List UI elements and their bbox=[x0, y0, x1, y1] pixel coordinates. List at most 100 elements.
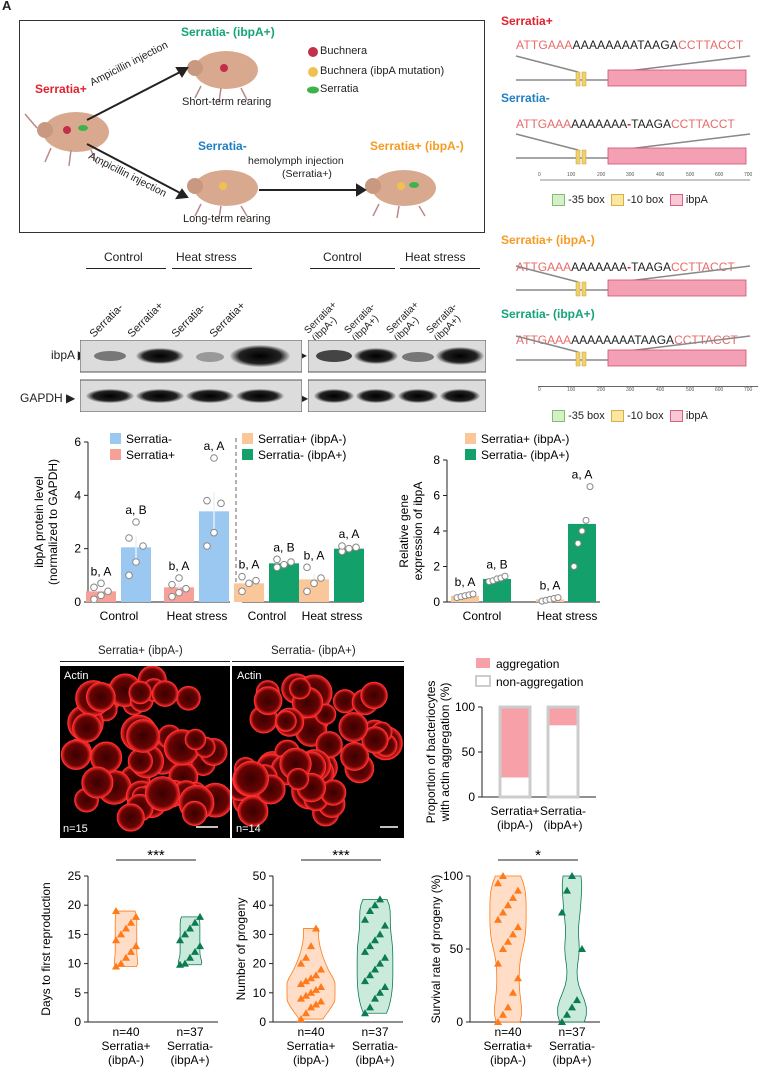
data-point bbox=[312, 1000, 320, 1008]
y-tick-label: 40 bbox=[253, 898, 267, 912]
x-tick-label: Serratia-(ibpA+) bbox=[167, 1039, 213, 1067]
data-point bbox=[499, 908, 507, 916]
x-tick-label: Serratia+ (ibpA-) bbox=[101, 1039, 150, 1067]
data-point bbox=[127, 918, 135, 926]
data-point bbox=[132, 518, 140, 526]
legend-label: Serratia- (ibpA+) bbox=[258, 448, 346, 462]
data-point bbox=[312, 985, 320, 993]
wb-left-blot bbox=[80, 340, 302, 412]
data-point bbox=[181, 959, 189, 967]
data-point bbox=[273, 563, 281, 572]
y-axis-title-line: Survival rate of progeny (%) bbox=[429, 875, 443, 1024]
legend-label: Serratia+ bbox=[126, 448, 175, 462]
x-tick-label: Serratia+ (ibpA-) bbox=[483, 1039, 532, 1067]
data-point bbox=[122, 924, 130, 932]
data-point bbox=[366, 907, 374, 915]
data-point bbox=[175, 574, 183, 582]
data-point bbox=[90, 595, 98, 604]
wb-right-group2: Heat stress bbox=[405, 250, 466, 264]
bacteriocyte bbox=[286, 767, 310, 791]
label-serratia-minus-ibpa-plus: Serratia- (ibpA+) bbox=[181, 25, 275, 39]
seq-legend-1: -35 box -10 box ibpA bbox=[552, 194, 708, 207]
bacteriocyte bbox=[85, 682, 116, 712]
data-point bbox=[302, 1009, 310, 1017]
data-point bbox=[376, 959, 384, 967]
data-point bbox=[371, 901, 379, 909]
legend-swatch bbox=[242, 449, 253, 460]
data-point bbox=[376, 895, 384, 903]
y-tick-label: 5 bbox=[74, 986, 81, 1000]
ibpa-box-2 bbox=[607, 147, 747, 165]
data-point bbox=[175, 588, 183, 597]
legend-buchnera-mutation: Buchnera (ibpA mutation) bbox=[320, 65, 445, 77]
y-tick-label: 15 bbox=[68, 927, 82, 941]
x-tick-label: Control bbox=[100, 609, 139, 623]
data-point bbox=[245, 579, 253, 588]
bacteriocyte bbox=[253, 686, 283, 716]
seq-block-1-title: Serratia+ bbox=[501, 14, 553, 28]
data-point bbox=[112, 936, 120, 944]
bacteriocyte bbox=[288, 677, 311, 700]
y-tick-label: 4 bbox=[74, 488, 81, 502]
chart-ibpa-expression: 0 2 4 6 8 Relative gene expression of ibpA Cont… bbox=[397, 432, 600, 623]
bacteriocyte bbox=[233, 760, 270, 797]
data-point bbox=[381, 921, 389, 929]
data-point bbox=[574, 539, 582, 547]
y-axis-title: Proportion of bacteriocytes with actin ag… bbox=[424, 681, 452, 824]
significance-label: a, B bbox=[273, 540, 294, 554]
bar bbox=[568, 523, 596, 602]
data-point bbox=[297, 994, 305, 1002]
data-point bbox=[578, 527, 586, 535]
gene-map-1 bbox=[515, 55, 751, 87]
y-tick-label: 8 bbox=[433, 453, 440, 467]
y-tick-label: 0 bbox=[456, 1015, 463, 1029]
legend-label: Serratia+ (ibpA-) bbox=[481, 432, 569, 446]
data-point bbox=[366, 1003, 374, 1011]
data-point bbox=[338, 542, 346, 550]
y-tick-label: 0 bbox=[74, 595, 81, 609]
label-serratia-plus-ibpa-minus: Serratia+ (ibpA-) bbox=[370, 139, 464, 153]
img-left-n: n=15 bbox=[63, 823, 88, 835]
n-label: n=37 bbox=[176, 1025, 203, 1039]
data-point bbox=[469, 590, 477, 598]
data-point bbox=[582, 516, 590, 524]
data-point bbox=[125, 571, 133, 580]
data-point bbox=[494, 879, 502, 887]
n-label: n=40 bbox=[112, 1025, 139, 1039]
schematic-panel bbox=[19, 20, 485, 233]
y-tick-label: 4 bbox=[433, 524, 440, 538]
bacteriocyte bbox=[360, 681, 388, 710]
bar bbox=[334, 548, 364, 602]
significance-stars: *** bbox=[332, 848, 350, 864]
data-point bbox=[132, 558, 140, 566]
data-point bbox=[376, 930, 384, 938]
data-point bbox=[554, 594, 562, 602]
n-label: n=37 bbox=[361, 1025, 388, 1039]
violin-body bbox=[489, 875, 527, 1023]
significance-stars: * bbox=[535, 848, 541, 864]
label-serratia-minus: Serratia- bbox=[198, 139, 247, 153]
ibpa-box-1 bbox=[607, 69, 747, 87]
y-tick-label: 6 bbox=[433, 489, 440, 503]
data-point bbox=[578, 945, 586, 952]
data-point bbox=[504, 1003, 512, 1011]
bacteriocyte bbox=[151, 680, 179, 707]
data-point bbox=[117, 959, 125, 967]
y-axis-title-line: with actin aggregation (%) bbox=[438, 683, 452, 823]
y-axis-title-line: Number of progeny bbox=[234, 898, 248, 1001]
data-point bbox=[312, 971, 320, 979]
significance-label: a, A bbox=[339, 527, 360, 541]
legend-swatch bbox=[475, 675, 491, 687]
x-tick-label: Serratia-(ibpA+) bbox=[352, 1039, 398, 1067]
data-point bbox=[376, 988, 384, 996]
bacteriocyte bbox=[144, 776, 180, 812]
data-point bbox=[191, 947, 199, 955]
y-tick-label: 0 bbox=[468, 790, 475, 804]
n-label: n=40 bbox=[494, 1025, 521, 1039]
y-tick-label: 20 bbox=[253, 957, 267, 971]
label-long-term: Long-term rearing bbox=[183, 213, 271, 225]
bacteriocyte bbox=[116, 803, 145, 832]
data-point bbox=[509, 988, 517, 996]
bacteriocyte bbox=[126, 719, 160, 753]
